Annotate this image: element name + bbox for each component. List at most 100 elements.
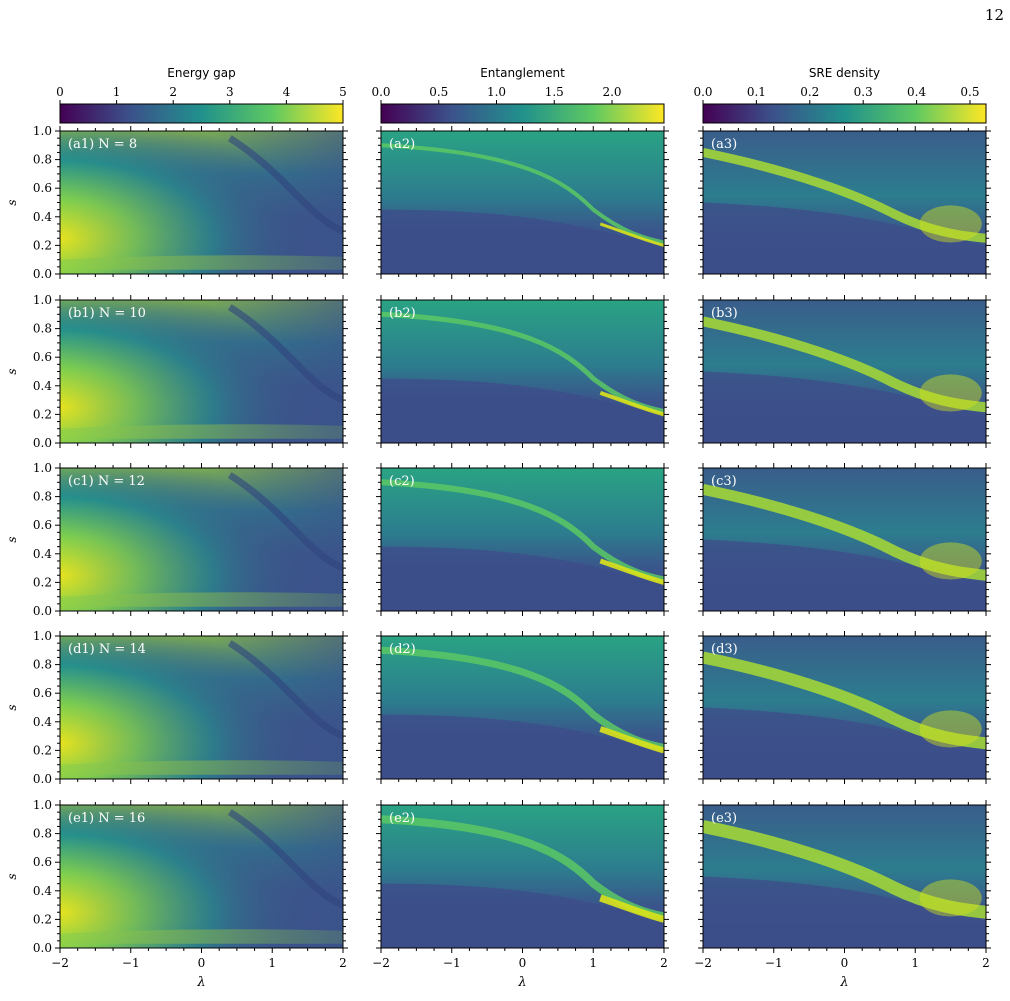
low-entanglement-region (381, 883, 664, 948)
heatmap-panel: (c1) N = 12 0.0 0.2 0.4 0.6 0.8 1.0 s (5, 461, 348, 618)
x-tick-label: 0 (841, 956, 849, 970)
y-tick-label: 0.6 (33, 686, 52, 700)
y-tick-label: 0.8 (33, 827, 52, 841)
low-sre-region (703, 539, 986, 611)
colorbar-tick-label: 0.0 (693, 85, 712, 99)
entanglement-peak (599, 726, 664, 754)
low-entanglement-region (381, 378, 664, 443)
y-tick-label: 0.2 (33, 238, 52, 252)
heatmap-panel: (d3) (698, 631, 991, 784)
low-entanglement-region (381, 546, 664, 611)
x-tick-label: 1 (268, 956, 276, 970)
heatmap-panel: (e2) −2 −1 0 1 2 λ (372, 800, 669, 990)
y-tick-label: 1.0 (33, 293, 52, 307)
y-tick-label: 1.0 (33, 798, 52, 812)
low-entanglement-region (381, 209, 664, 274)
panel-label: (c1) N = 12 (68, 474, 145, 489)
page-number: 12 (984, 6, 1004, 24)
sre-peak (919, 879, 982, 917)
y-tick-label: 0.8 (33, 658, 52, 672)
colorbar-tick-label: 4 (283, 85, 291, 99)
y-tick-label: 0.4 (33, 884, 52, 898)
colorbar-tick-label: 0.1 (747, 85, 766, 99)
colorbar-tick-label: 0.3 (854, 85, 873, 99)
gap-minimum-line (227, 640, 343, 740)
panel-label: (a3) (711, 137, 737, 152)
low-sre-region (703, 876, 986, 948)
panel-label: (b3) (711, 306, 738, 321)
entanglement-peak (599, 894, 664, 923)
x-tick-label: 1 (589, 956, 597, 970)
sre-peak (919, 710, 982, 748)
panel-label: (d2) (389, 642, 416, 657)
x-tick-label: 1 (911, 956, 919, 970)
colorbar-tick-label: 1.0 (487, 85, 506, 99)
y-tick-label: 1.0 (33, 629, 52, 643)
gap-low-region (60, 300, 343, 443)
y-tick-label: 0.6 (33, 855, 52, 869)
heatmap-panel: (d1) N = 14 0.0 0.2 0.4 0.6 0.8 1.0 s (5, 629, 348, 786)
low-sre-region (703, 202, 986, 274)
y-tick-label: 0.2 (33, 743, 52, 757)
heatmap-panel: (b1) N = 10 0.0 0.2 0.4 0.6 0.8 1.0 s (5, 293, 348, 450)
energy-gap-colorbar: Energy gap 0 1 2 3 4 5 (56, 66, 347, 124)
x-tick-label: 0 (198, 956, 206, 970)
y-tick-label: 0.4 (33, 547, 52, 561)
sre-peak (919, 205, 982, 243)
colorbar-tick-label: 0.0 (371, 85, 390, 99)
y-tick-label: 0.2 (33, 912, 52, 926)
x-tick-label: −2 (372, 956, 390, 970)
entanglement-peak (599, 222, 664, 247)
panel-label: (a2) (389, 137, 415, 152)
colorbar-title: SRE density (809, 66, 880, 80)
gap-low-region (60, 468, 343, 611)
sre-ridge (703, 147, 986, 243)
x-axis-label: λ (196, 975, 205, 990)
panel-label: (d3) (711, 642, 738, 657)
colorbar-tick-label: 0.2 (800, 85, 819, 99)
panel-label: (e1) N = 16 (68, 811, 145, 826)
gap-low-region (60, 636, 343, 779)
entanglement-colorbar: Entanglement 0.0 0.5 1.0 1.5 2.0 (371, 66, 665, 124)
colorbar-title: Entanglement (480, 66, 565, 80)
heatmap-panel: (d2) (376, 631, 669, 784)
entanglement-peak (599, 558, 664, 585)
sre-ridge (703, 651, 986, 750)
gap-minimum-line (227, 135, 343, 235)
heatmap-panel: (a3) (698, 126, 991, 279)
panel-label: (c3) (711, 474, 737, 489)
colorbar-tick-label: 0.5 (429, 85, 448, 99)
y-axis-label: s (5, 704, 19, 710)
low-entanglement-region (381, 714, 664, 779)
y-tick-label: 0.0 (33, 436, 52, 450)
y-tick-label: 0.0 (33, 941, 52, 955)
colorbar-tick-label: 1.5 (545, 85, 564, 99)
panel-label: (d1) N = 14 (68, 642, 146, 657)
gap-low-region (60, 131, 343, 274)
sre-peak (919, 374, 982, 412)
y-tick-label: 0.8 (33, 322, 52, 336)
y-tick-label: 0.0 (33, 267, 52, 281)
sre-peak (919, 542, 982, 580)
gap-low-region (60, 805, 343, 948)
panel-label: (e3) (711, 811, 737, 826)
sre-ridge (703, 820, 986, 919)
colorbar-gradient (380, 103, 665, 124)
x-tick-label: −2 (51, 956, 69, 970)
x-tick-label: 2 (660, 956, 668, 970)
colorbar-tick-label: 1 (113, 85, 121, 99)
x-axis-label: λ (839, 975, 848, 990)
heatmap-panel: (e1) N = 16 0.0 0.2 0.4 0.6 0.8 1.0 s −2 −1 0 1 2 λ (5, 798, 348, 990)
x-tick-label: 2 (339, 956, 347, 970)
y-tick-label: 0.4 (33, 379, 52, 393)
low-sre-region (703, 371, 986, 443)
y-tick-label: 1.0 (33, 124, 52, 138)
y-tick-label: 0.8 (33, 153, 52, 167)
y-axis-label: s (5, 536, 19, 542)
x-tick-label: −1 (122, 956, 140, 970)
y-tick-label: 0.0 (33, 772, 52, 786)
colorbar-tick-label: 5 (339, 85, 347, 99)
y-tick-label: 0.6 (33, 181, 52, 195)
panel-label: (e2) (389, 811, 415, 826)
